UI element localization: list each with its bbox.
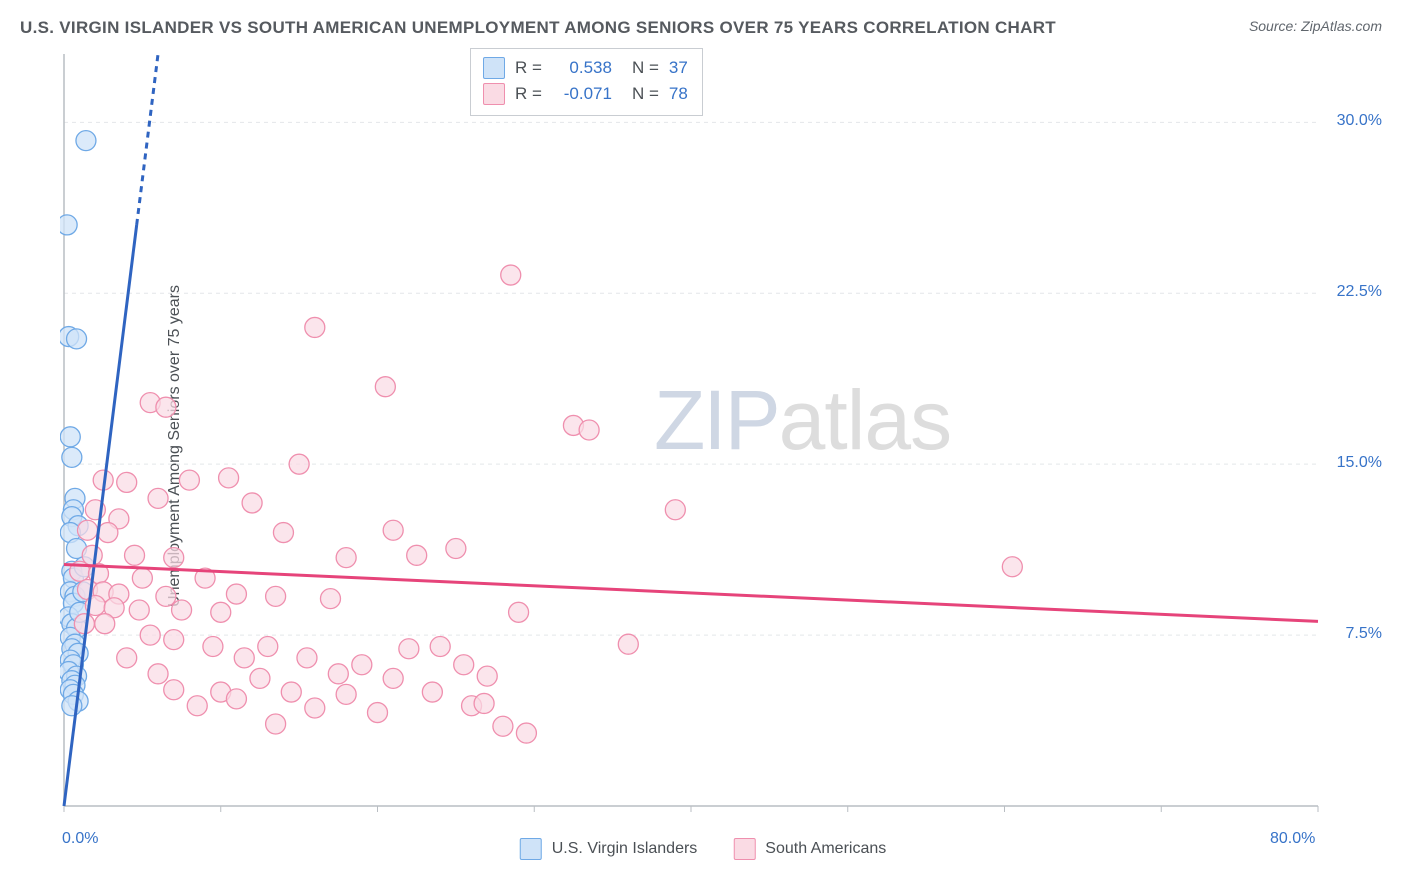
y-axis-tick-labels: 7.5% 15.0% 22.5% 30.0% (1322, 48, 1382, 812)
legend-label: U.S. Virgin Islanders (552, 840, 698, 858)
legend-r-label: R = (515, 81, 542, 107)
plot-area: ZIPatlas R =0.538N =37R =-0.071N =78 (60, 48, 1386, 812)
legend-item: South Americans (733, 838, 886, 860)
chart-title: U.S. VIRGIN ISLANDER VS SOUTH AMERICAN U… (20, 18, 1056, 38)
scatter-svg (60, 48, 1386, 812)
legend-row: R = 0.538 N = 37 (483, 55, 688, 81)
series-legend: U.S. Virgin Islanders South Americans (520, 838, 887, 860)
legend-r-label: R = (515, 55, 542, 81)
legend-swatch (520, 838, 542, 860)
legend-swatch (733, 838, 755, 860)
y-tick-label: 22.5% (1337, 283, 1382, 301)
legend-n-value: 37 (669, 55, 688, 81)
y-tick-label: 15.0% (1337, 454, 1382, 472)
y-tick-label: 30.0% (1337, 112, 1382, 130)
legend-row: R = -0.071 N = 78 (483, 81, 688, 107)
x-tick-label: 0.0% (62, 830, 98, 848)
y-tick-label: 7.5% (1346, 625, 1382, 643)
legend-r-value: 0.538 (552, 55, 612, 81)
legend-r-value: -0.071 (552, 81, 612, 107)
legend-item: U.S. Virgin Islanders (520, 838, 698, 860)
correlation-legend: R = 0.538 N = 37 R = -0.071 N = 78 (470, 48, 703, 116)
legend-n-label: N = (632, 55, 659, 81)
legend-label: South Americans (765, 840, 886, 858)
x-tick-label: 80.0% (1270, 830, 1315, 848)
legend-n-label: N = (632, 81, 659, 107)
legend-n-value: 78 (669, 81, 688, 107)
legend-swatch (483, 57, 505, 79)
source-attribution: Source: ZipAtlas.com (1249, 18, 1382, 34)
legend-swatch (483, 83, 505, 105)
